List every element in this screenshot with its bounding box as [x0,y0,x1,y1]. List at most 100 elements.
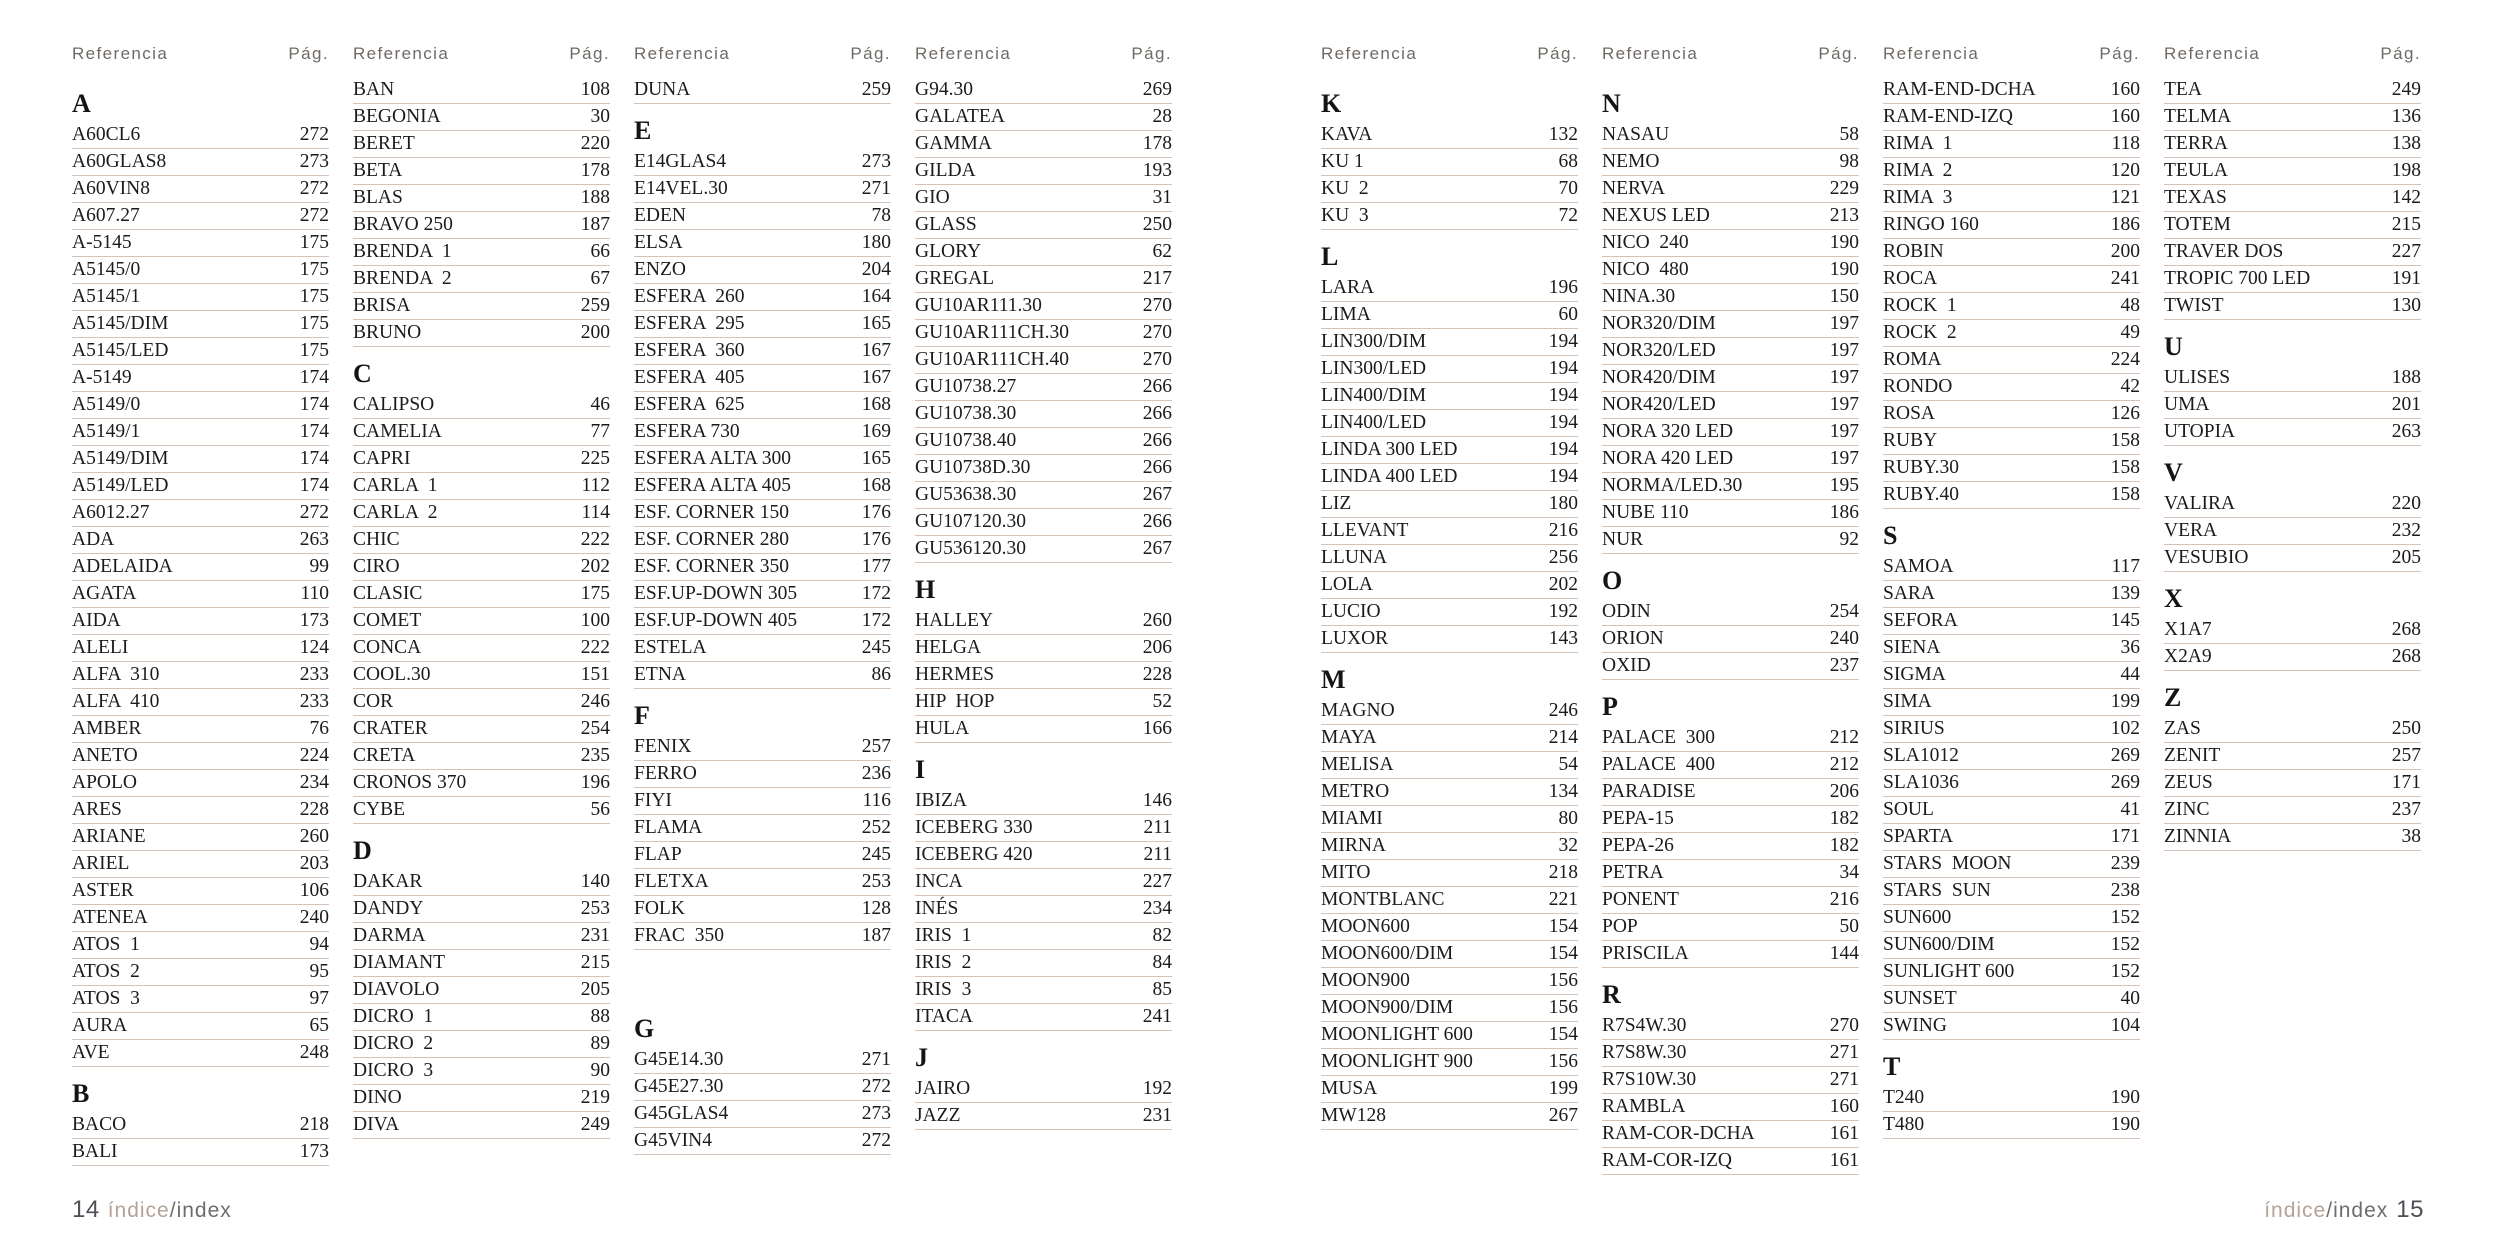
entry-page: 267 [1142,538,1172,559]
entry-ref: GU10AR111CH.30 [915,322,1070,343]
entry-ref: R7S10W.30 [1602,1069,1697,1090]
entry-ref: ESFERA 625 [634,394,745,415]
index-entry: AVE 248 [72,1040,329,1067]
entry-ref: LUXOR [1321,628,1389,649]
index-entry: CYBE 56 [353,797,610,824]
entry-page: 228 [1142,664,1172,685]
entry-page: 205 [580,979,610,1000]
section-letter: G [634,1014,655,1043]
entry-ref: ULISES [2164,367,2231,388]
entry-ref: PALACE 400 [1602,754,1716,775]
index-entry: RUBY.40 158 [1883,482,2140,509]
entry-ref: LIZ [1321,493,1352,514]
entry-page: 266 [1142,511,1172,532]
index-entry: SWING 104 [1883,1013,2140,1040]
pag-label: Pág. [288,44,329,63]
entry-page: 201 [2391,394,2421,415]
entry-ref: LLEVANT [1321,520,1409,541]
index-section: F FENIX 257 FERRO 236 FIYI 116 FLAMA 252 FLAP 245 F… [634,689,891,950]
entry-page: 194 [1548,385,1578,406]
index-entry: G45GLAS4 273 [634,1101,891,1128]
entry-ref: A607.27 [72,205,140,226]
entry-page: 257 [2391,745,2421,766]
index-entry: A5149/LED 174 [72,473,329,500]
entry-page: 250 [2391,718,2421,739]
index-entry: SIMA 199 [1883,689,2140,716]
section-letter: N [1602,89,1621,118]
column-header: Referencia Pág. [1602,44,1859,64]
entry-ref: KAVA [1321,124,1373,145]
entry-page: 273 [861,151,891,172]
entry-ref: DIAMANT [353,952,446,973]
entry-page: 231 [1142,1105,1172,1126]
index-entry: DICRO 1 88 [353,1004,610,1031]
entry-page: 240 [299,907,329,928]
index-entry: APOLO 234 [72,770,329,797]
section-letter: M [1321,665,1346,694]
entry-page: 182 [1829,835,1859,856]
entry-ref: ARIANE [72,826,146,847]
section-letter: D [353,836,372,865]
entry-page: 168 [861,475,891,496]
entry-ref: RUBY.40 [1883,484,1960,505]
index-entry: TEA 249 [2164,77,2421,104]
entry-page: 116 [862,790,891,811]
entry-page: 200 [580,322,610,343]
entry-page: 190 [2110,1114,2140,1135]
entry-page: 38 [2401,826,2422,847]
index-entry: A60CL6 272 [72,122,329,149]
entry-page: 190 [1829,259,1859,280]
entry-page: 188 [580,187,610,208]
entry-ref: CAMELIA [353,421,442,442]
index-entry: ICEBERG 330 211 [915,815,1172,842]
entry-page: 212 [1829,727,1859,748]
entry-ref: R7S4W.30 [1602,1015,1687,1036]
index-section: X X1A7 268 X2A9 268 [2164,572,2421,671]
index-entry: KAVA 132 [1321,122,1578,149]
entry-page: 270 [1142,295,1172,316]
entry-page: 138 [2391,133,2421,154]
entry-ref: BERET [353,133,415,154]
index-entry: MOON900 156 [1321,968,1578,995]
entry-ref: UMA [2164,394,2210,415]
index-entry: PRISCILA 144 [1602,941,1859,968]
entry-ref: PEPA-26 [1602,835,1674,856]
entry-ref: VESUBIO [2164,547,2249,568]
index-entry: ASTER 106 [72,878,329,905]
entry-ref: ESF. CORNER 350 [634,556,790,577]
entry-ref: MOON900 [1321,970,1410,991]
entry-page: 234 [299,772,329,793]
index-section: TEA 249 TELMA 136 TERRA 138 TEULA 198 TEXAS 142 TO… [2164,77,2421,320]
index-entry: ORION 240 [1602,626,1859,653]
entry-ref: LIN400/DIM [1321,385,1427,406]
referencia-label: Referencia [915,44,1012,63]
entry-page: 85 [1152,979,1173,1000]
entry-ref: MELISA [1321,754,1394,775]
entry-ref: CRATER [353,718,428,739]
entry-page: 246 [580,691,610,712]
entry-ref: NORMA/LED.30 [1602,475,1743,496]
entry-ref: OXID [1602,655,1651,676]
entry-ref: NERVA [1602,178,1666,199]
entry-page: 151 [580,664,610,685]
index-entry: ESFERA 360 167 [634,338,891,365]
entry-page: 126 [2110,403,2140,424]
entry-ref: DUNA [634,79,691,100]
pag-label: Pág. [1131,44,1172,63]
entry-page: 89 [590,1033,611,1054]
index-entry: CRETA 235 [353,743,610,770]
entry-page: 192 [1548,601,1578,622]
entry-page: 139 [2110,583,2140,604]
entry-ref: A6012.27 [72,502,150,523]
index-entry: POP 50 [1602,914,1859,941]
entry-ref: ANETO [72,745,138,766]
entry-ref: ZINNIA [2164,826,2232,847]
section-letter: O [1602,566,1623,595]
referencia-label: Referencia [1602,44,1699,63]
index-section: O ODIN 254 ORION 240 OXID 237 [1602,554,1859,680]
entry-ref: ATOS 3 [72,988,140,1009]
entry-ref: GU107120.30 [915,511,1027,532]
entry-page: 156 [1548,1051,1578,1072]
index-entry: MAYA 214 [1321,725,1578,752]
entry-page: 54 [1558,754,1579,775]
